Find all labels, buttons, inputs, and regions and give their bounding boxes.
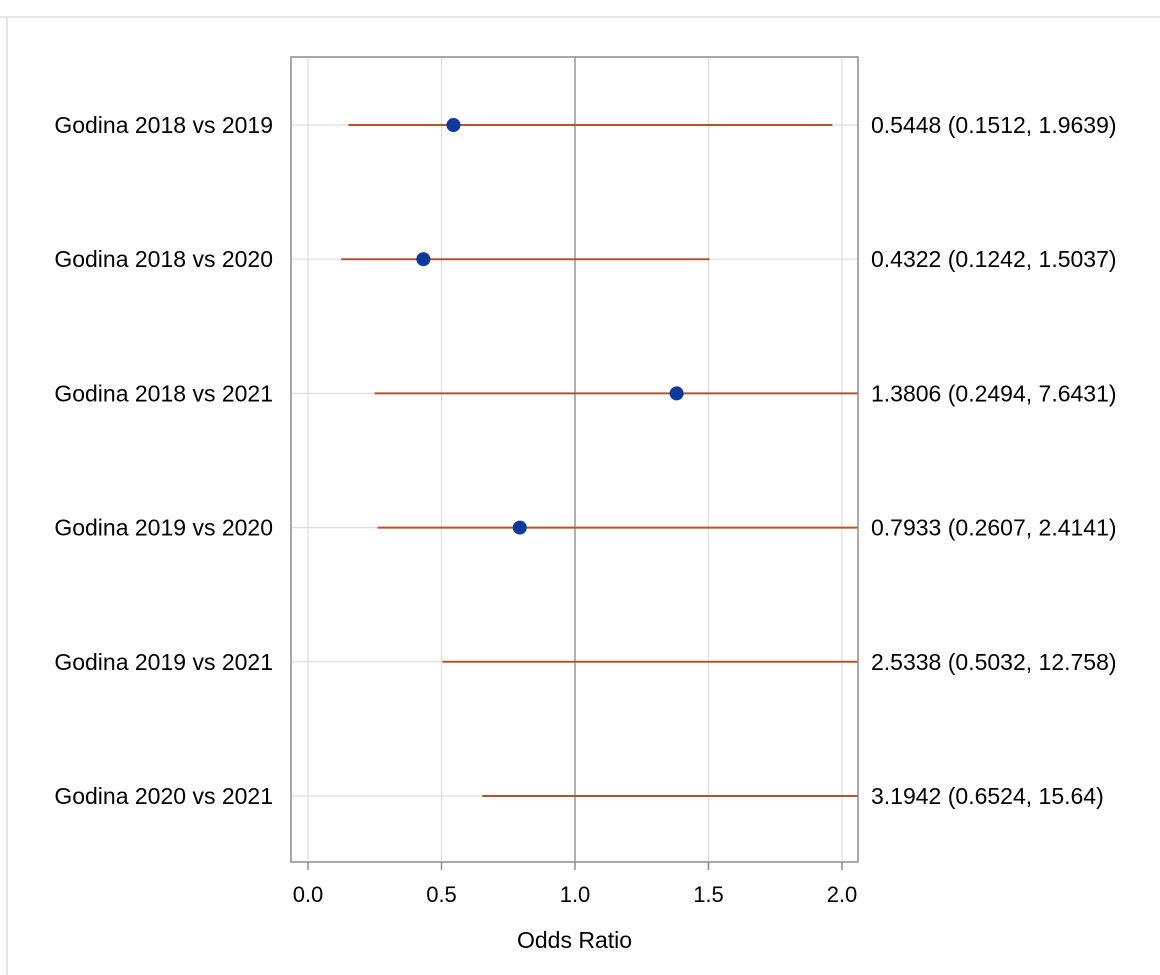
ci-text: 3.1942 (0.6524, 15.64) [871, 783, 1104, 809]
row-label: Godina 2020 vs 2021 [54, 783, 273, 809]
panel-top-border [0, 16, 1160, 18]
ci-text: 2.5338 (0.5032, 12.758) [871, 649, 1117, 675]
ci-text: 1.3806 (0.2494, 7.6431) [871, 380, 1117, 406]
point-estimate [669, 386, 684, 401]
x-tick-label: 0.0 [293, 882, 324, 907]
grid-layer [291, 57, 858, 862]
ci-text: 0.4322 (0.1242, 1.5037) [871, 246, 1117, 272]
x-tick-label: 2.0 [827, 882, 858, 907]
x-tick-label: 1.5 [693, 882, 724, 907]
ci-text: 0.5448 (0.1512, 1.9639) [871, 112, 1117, 138]
text-layer: Godina 2018 vs 2019 0.5448 (0.1512, 1.963… [54, 112, 1116, 907]
x-tick-label: 0.5 [426, 882, 457, 907]
x-tick-label: 1.0 [560, 882, 591, 907]
ci-text: 0.7933 (0.2607, 2.4141) [871, 515, 1117, 541]
row-label: Godina 2018 vs 2021 [54, 380, 273, 406]
panel-left-border [6, 16, 8, 975]
row-label: Godina 2018 vs 2019 [54, 112, 273, 138]
point-estimate [416, 252, 431, 267]
row-label: Godina 2018 vs 2020 [54, 246, 273, 272]
row-label: Godina 2019 vs 2020 [54, 515, 273, 541]
point-estimate [512, 520, 527, 535]
row-label: Godina 2019 vs 2021 [54, 649, 273, 675]
ci-layer [341, 124, 858, 797]
point-layer [416, 118, 684, 535]
point-estimate [446, 118, 461, 132]
x-axis-label: Odds Ratio [517, 927, 632, 953]
